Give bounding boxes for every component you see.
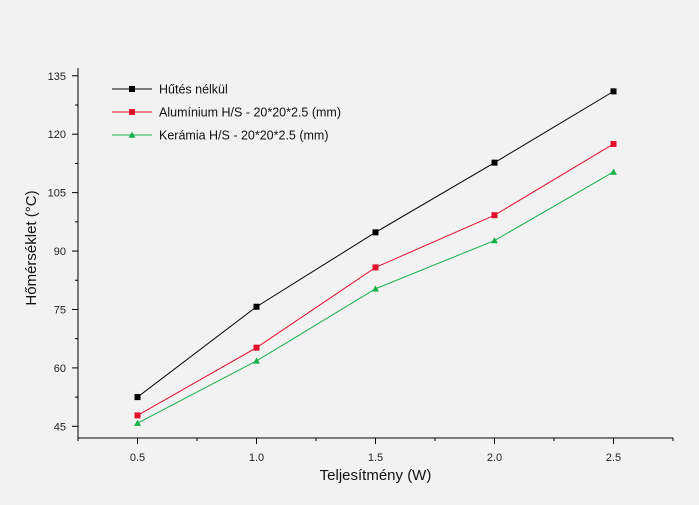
data-point bbox=[491, 159, 498, 166]
data-point bbox=[253, 303, 260, 310]
data-point bbox=[134, 394, 141, 401]
legend: Hűtés nélkül Alumínium H/S - 20*20*2.5 (m… bbox=[112, 83, 341, 143]
legend-marker bbox=[129, 86, 135, 92]
x-tick-label: 0.5 bbox=[130, 452, 145, 464]
legend-item: Hűtés nélkül bbox=[112, 83, 228, 97]
data-point bbox=[491, 212, 498, 219]
data-point bbox=[491, 237, 498, 244]
series-2 bbox=[134, 140, 617, 419]
data-point bbox=[372, 229, 379, 236]
legend-item: Kerámia H/S - 20*20*2.5 (mm) bbox=[112, 129, 329, 143]
legend-item: Alumínium H/S - 20*20*2.5 (mm) bbox=[112, 106, 341, 120]
data-point bbox=[134, 419, 141, 426]
legend-label: Kerámia H/S - 20*20*2.5 (mm) bbox=[159, 129, 329, 143]
y-axis-title: Hőmérséklet (°C) bbox=[23, 190, 40, 305]
legend-marker bbox=[129, 109, 135, 115]
legend-marker bbox=[128, 131, 136, 138]
y-tick-label: 135 bbox=[48, 71, 66, 83]
x-tick-label: 1.5 bbox=[368, 452, 383, 464]
data-point bbox=[372, 285, 379, 292]
y-tick-label: 90 bbox=[54, 246, 66, 258]
data-point bbox=[372, 264, 379, 271]
data-point bbox=[253, 357, 260, 364]
y-tick-label: 60 bbox=[54, 363, 66, 375]
y-tick-label: 75 bbox=[54, 304, 66, 316]
x-tick-label: 2.5 bbox=[606, 452, 621, 464]
data-point bbox=[610, 168, 617, 175]
axes: 45 60 75 90 105 120 135 0.5 1.0 1.5 2.0 2.5 bbox=[48, 68, 674, 464]
x-axis-title: Teljesítmény (W) bbox=[320, 467, 432, 484]
series-3 bbox=[134, 168, 617, 426]
data-point bbox=[134, 412, 141, 419]
y-tick-label: 105 bbox=[48, 188, 66, 200]
data-point bbox=[610, 88, 617, 95]
data-point bbox=[610, 140, 617, 147]
y-tick-label: 120 bbox=[48, 129, 66, 141]
data-point bbox=[253, 344, 260, 351]
series-layer bbox=[134, 88, 617, 426]
x-tick-label: 1.0 bbox=[249, 452, 264, 464]
series-1 bbox=[134, 88, 617, 401]
legend-label: Hűtés nélkül bbox=[159, 83, 228, 97]
legend-label: Alumínium H/S - 20*20*2.5 (mm) bbox=[159, 106, 341, 120]
y-tick-label: 45 bbox=[54, 421, 66, 433]
x-tick-label: 2.0 bbox=[487, 452, 502, 464]
